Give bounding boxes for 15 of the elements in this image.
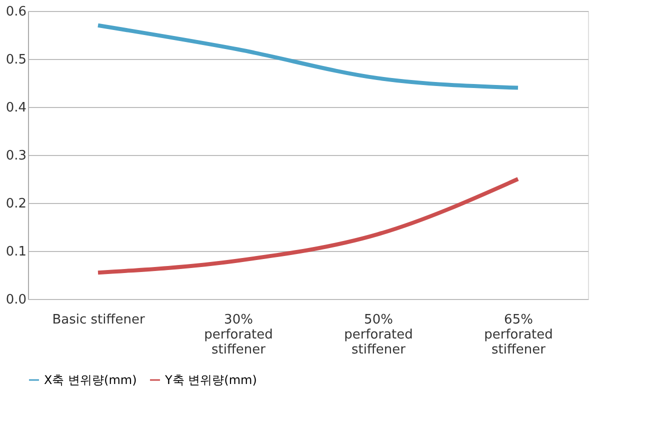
- y-tick-label: 0.0: [6, 292, 26, 308]
- y-tick-label: 0.6: [6, 4, 26, 20]
- legend-label: X축 변위량(mm): [44, 373, 137, 387]
- line-series: [96, 177, 520, 275]
- x-tick-label: 50% perforated stiffener: [344, 312, 413, 358]
- x-tick-label: 30% perforated stiffener: [204, 312, 273, 358]
- x-tick-label: Basic stiffener: [52, 312, 146, 328]
- y-tick-label: 0.2: [6, 196, 26, 212]
- line-series: [96, 23, 520, 90]
- y-tick-label: 0.4: [6, 100, 26, 116]
- y-tick-label: 0.3: [6, 148, 26, 164]
- y-tick-label: 0.5: [6, 52, 26, 68]
- x-tick-label: 65% perforated stiffener: [484, 312, 553, 358]
- y-tick-label: 0.1: [6, 244, 26, 260]
- legend-label: Y축 변위량(mm): [164, 373, 257, 387]
